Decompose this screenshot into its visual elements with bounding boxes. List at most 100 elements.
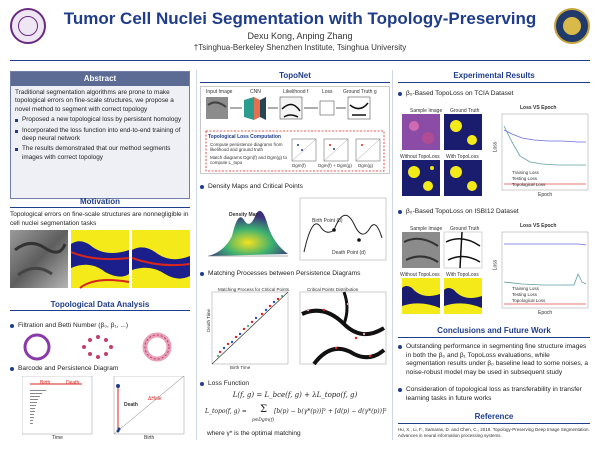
isbi-ground-truth: [443, 231, 483, 269]
arch-label-groundtruth: Ground Truth g: [343, 89, 377, 95]
isbi-label-with: With TopoLoss: [446, 272, 479, 278]
topo-loss-box-line: Compute persistence diagrams from likeli…: [210, 142, 283, 152]
toponet-diagram: [205, 96, 385, 172]
poster-title: Tumor Cell Nuclei Segmentation with Topo…: [63, 9, 537, 28]
conclusion-rule: [398, 337, 590, 338]
sum-subscript: p∈Dgm(f): [252, 418, 275, 423]
abstract-bullet: Proposed a new topological loss by persi…: [15, 116, 185, 124]
persistence-point: [116, 384, 120, 388]
toponet-heading: TopoNet: [279, 71, 311, 80]
toponet-bullet-density: Density Maps and Critical Points: [200, 183, 390, 190]
arch-label-likelihood: Likelihood f: [283, 89, 309, 95]
isbi-sample-image: [402, 232, 440, 268]
isbi-plot-title: Loss VS Epoch: [520, 223, 557, 229]
tcia-training-loss: [503, 129, 586, 143]
berkeley-logo: [554, 8, 590, 44]
isbi-legend-training: Training Loss: [512, 286, 539, 291]
filtration-figure: [23, 332, 172, 362]
matching-xlabel: Birth Time: [230, 365, 251, 370]
birth-point-label: Birth Point (b): [312, 218, 343, 224]
tcia-with-topoloss: [444, 160, 482, 196]
isbi-loss-plot: [501, 231, 589, 309]
optimal-matching-note: where γ* is the optimal matching: [207, 430, 301, 437]
affiliation: †Tsinghua-Berkeley Shenzhen Institute, T…: [193, 43, 407, 52]
likelihood-thumb: [279, 96, 303, 120]
abstract-paragraph: Traditional segmentation algorithms are …: [15, 89, 174, 113]
loss-box: [319, 100, 335, 116]
reference-heading: Reference: [474, 412, 514, 421]
abstract-bullet: The results demonstrated that our method…: [15, 145, 185, 162]
conclusion-heading: Conclusions and Future Work: [437, 326, 551, 335]
isbi-testing-loss: [503, 272, 587, 286]
topo-loss-equation-lhs: L_topo(f, g) =: [205, 408, 247, 415]
matching-ylabel: Death Time: [206, 308, 212, 333]
tda-rule: [10, 310, 190, 311]
cell-image: [10, 230, 68, 288]
abstract-heading: Abstract: [11, 72, 189, 86]
poster-header: Tumor Cell Nuclei Segmentation with Topo…: [0, 0, 600, 62]
conclusion-bullet: Outstanding performance in segmenting fi…: [398, 343, 590, 377]
toponet-architecture: [200, 86, 390, 174]
critical-distribution-title: Critical Points Distribution: [307, 287, 359, 292]
tcia-plot-xlabel: Epoch: [538, 192, 553, 198]
tcia-label-gt: Ground Truth: [450, 108, 480, 114]
critical-distribution-plot: [299, 291, 387, 365]
conclusion-bullet: Consideration of topological loss as tra…: [398, 386, 590, 403]
tcia-plot-ylabel: Loss: [492, 141, 499, 153]
arch-label-cnn: CNN: [250, 89, 261, 95]
motivation-figure: [10, 230, 190, 289]
results-rule: [398, 82, 590, 83]
pd-birth-label: Birth: [144, 435, 155, 441]
reference-rule: [398, 423, 590, 424]
death-point-label: Death Point (d): [332, 250, 366, 256]
isbi-training-loss: [504, 243, 587, 246]
barcode-persistence-figure: [22, 376, 185, 435]
header-divider: [10, 60, 590, 61]
dgm-label-f: Dgm(f): [292, 163, 306, 168]
toponet-bullet-matching: Matching Processes between Persistence D…: [200, 270, 390, 277]
tcia-loss-plot: [501, 113, 589, 191]
column-divider-2: [392, 70, 393, 440]
isbi-plot-ylabel: Loss: [492, 259, 499, 271]
tcia-label-sample: Sample Image: [410, 108, 443, 114]
tcia-testing-loss: [503, 125, 586, 166]
column-divider-1: [196, 70, 197, 440]
results-heading: Experimental Results: [453, 71, 535, 80]
input-image-thumb: [206, 97, 228, 119]
barcode-death-label: Death: [66, 380, 80, 386]
matching-diagonal: [211, 291, 289, 365]
tcia-legend-topological: Topological Loss: [512, 182, 546, 187]
topo-loss-box-line: Match diagrams Dgm(f) and Dgm(g) to comp…: [210, 155, 288, 165]
tcia-legend-testing: Testing Loss: [512, 176, 538, 181]
tcia-results-figure: [402, 113, 589, 196]
isbi-label-gt: Ground Truth: [450, 226, 480, 232]
arch-label-loss: Loss: [322, 89, 333, 95]
authors: Dexu Kong, Anping Zhang: [247, 31, 353, 41]
critical-curve: [303, 214, 383, 253]
isbi-label-sample: Sample Image: [410, 226, 443, 232]
tda-bullet-barcode: Barcode and Persistence Diagram: [10, 365, 195, 372]
barcode-birth-label: Birth: [40, 380, 51, 386]
critical-points-plot: [299, 197, 387, 261]
pd-death-label: Death: [124, 402, 138, 408]
tsinghua-logo: [10, 8, 46, 44]
pd-hole-label: ΔHole: [148, 396, 162, 402]
diagonal-line: [113, 376, 185, 435]
density-critical-figure: [208, 197, 387, 261]
filtration-ring: [23, 333, 51, 361]
density-map-label: Density Map: [229, 212, 259, 218]
toponet-bullet-loss: Loss Function: [200, 380, 390, 387]
toponet-rule: [200, 82, 390, 83]
motivation-heading: Motivation: [80, 197, 120, 206]
tda-heading: Topological Data Analysis: [50, 300, 150, 309]
isbi-plot-xlabel: Epoch: [538, 310, 553, 316]
motivation-rule: [10, 207, 190, 208]
tcia-label-without: Without TopoLoss: [400, 154, 440, 160]
topo-loss-box-title: Topological Loss Computation: [208, 134, 281, 140]
matching-figure: [211, 291, 387, 366]
tcia-ground-truth: [444, 114, 482, 150]
tcia-label-with: With TopoLoss: [446, 154, 479, 160]
birth-point: [332, 228, 336, 232]
results-bullet-isbi: β₀-Based TopoLoss on ISBI12 Dataset: [398, 208, 590, 215]
arch-label-input: Input Image: [206, 89, 233, 95]
